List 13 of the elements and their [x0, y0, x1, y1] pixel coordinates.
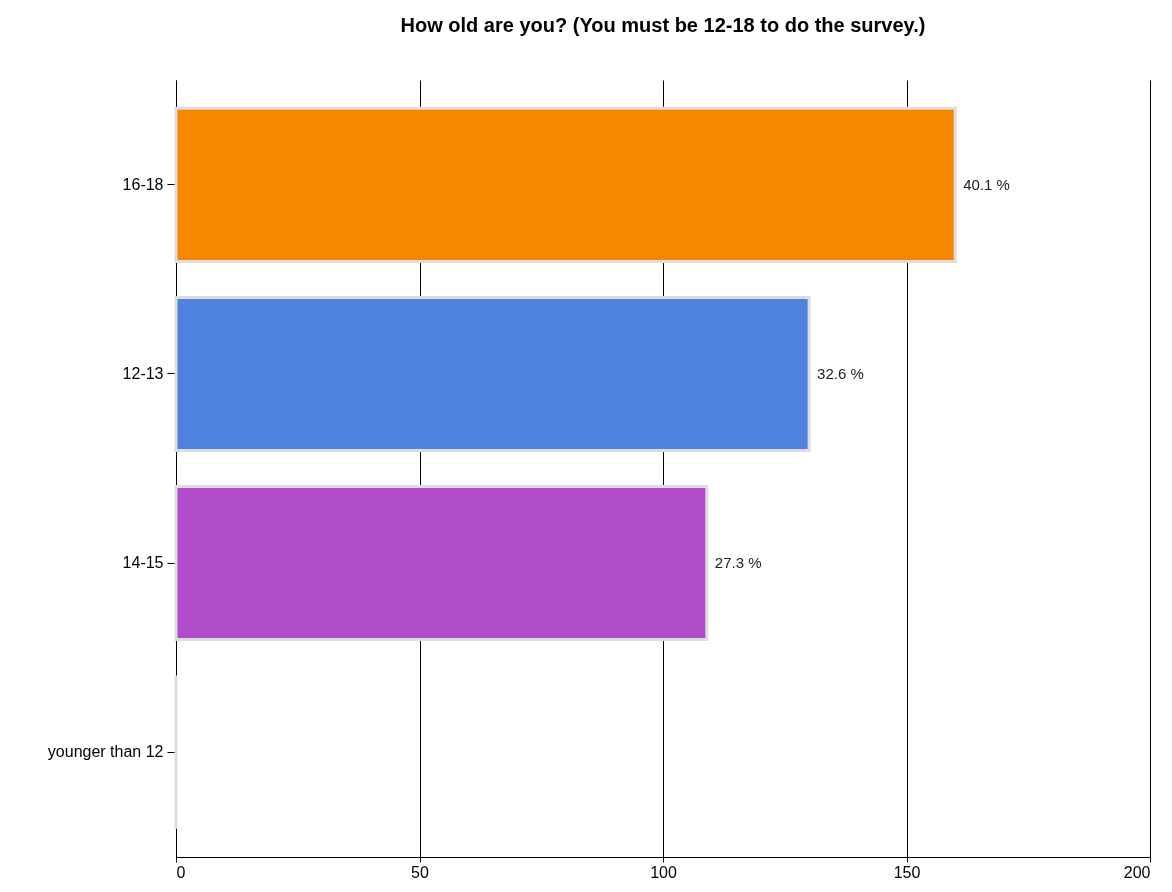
x-tick-label: 0 — [176, 863, 186, 881]
y-tick-label: 12-13 — [122, 364, 164, 382]
annotation: 40.1 % — [963, 175, 1010, 193]
annotation: 27.3 % — [714, 554, 762, 572]
y-tick-label: 16-18 — [122, 175, 164, 193]
x-tick-label: 50 — [411, 863, 429, 881]
chart-title: How old are you? (You must be 12-18 to do the survey.) — [400, 14, 926, 36]
x-tick-label: 150 — [893, 863, 921, 881]
x-tick-label: 200 — [1123, 863, 1151, 881]
y-tick-label: 14-15 — [122, 554, 164, 572]
annotation: 32.6 % — [817, 364, 864, 382]
y-tick-label: younger than 12 — [47, 743, 164, 761]
x-tick-label: 100 — [650, 863, 677, 881]
